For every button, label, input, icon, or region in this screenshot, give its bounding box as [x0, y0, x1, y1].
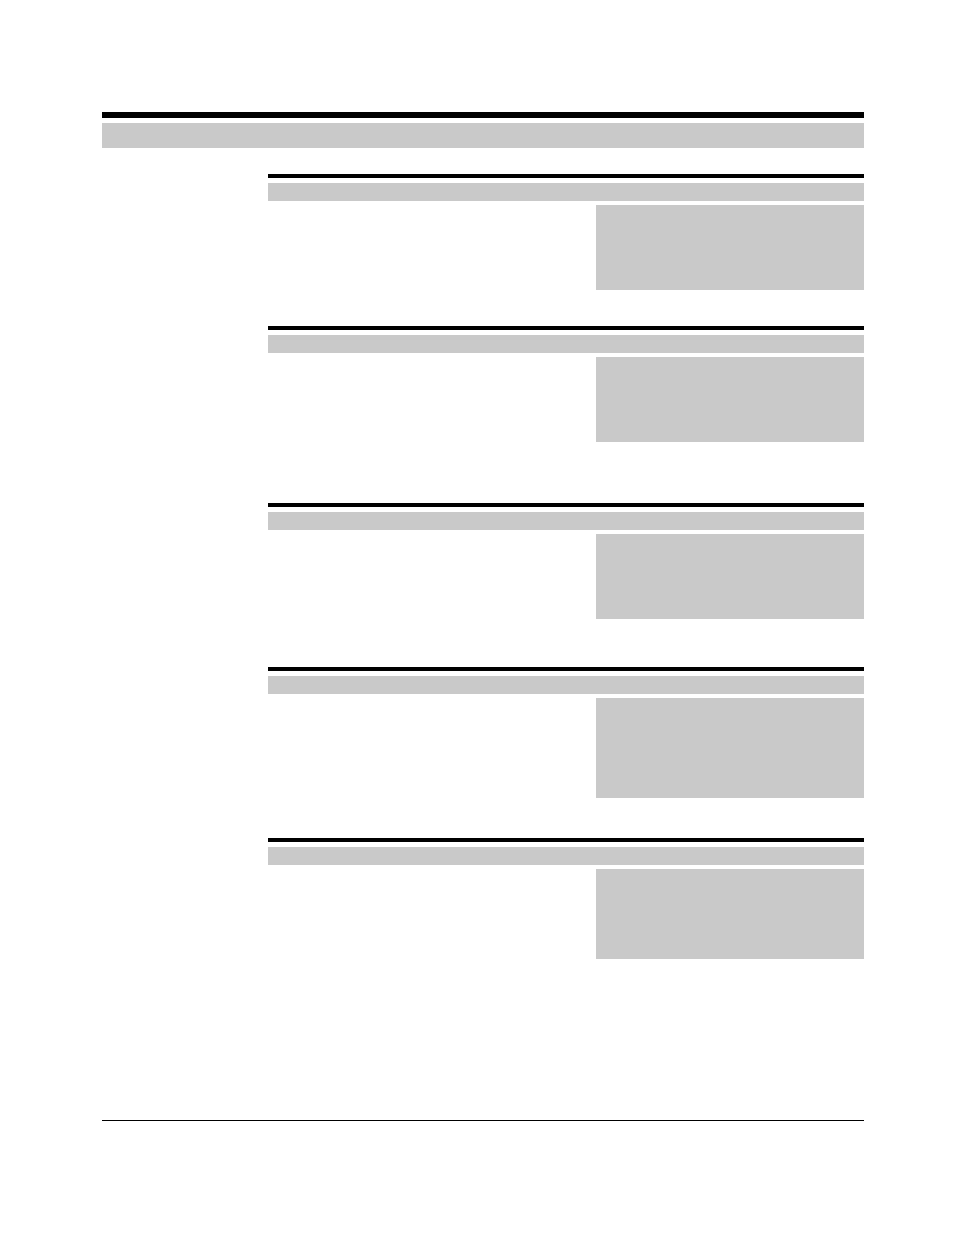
footer-rule: [102, 1120, 864, 1121]
section-bar: [268, 183, 864, 201]
page: [0, 0, 954, 1235]
section-rule: [268, 838, 864, 842]
section-box: [596, 357, 864, 442]
section-box: [596, 869, 864, 959]
section-rule: [268, 326, 864, 330]
section-rule: [268, 667, 864, 671]
section-bar: [268, 847, 864, 865]
section-bar: [268, 335, 864, 353]
section-rule: [268, 174, 864, 178]
section-box: [596, 698, 864, 798]
section-bar: [268, 676, 864, 694]
main-header-bar: [102, 123, 864, 148]
section-box: [596, 534, 864, 619]
section-rule: [268, 503, 864, 507]
section-box: [596, 205, 864, 290]
section-bar: [268, 512, 864, 530]
main-header-rule: [102, 112, 864, 118]
